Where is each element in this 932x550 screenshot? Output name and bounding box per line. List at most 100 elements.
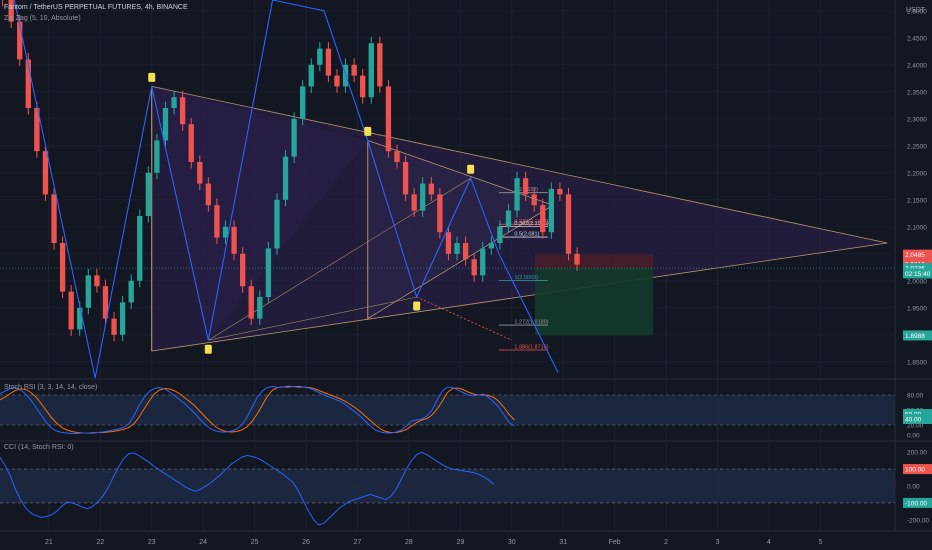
- candle-body: [445, 232, 452, 254]
- pivot-marker: [204, 344, 212, 354]
- candle-body: [68, 291, 74, 330]
- time-tick-label: 2: [664, 539, 668, 546]
- candle-body: [205, 183, 212, 206]
- price-tick-label: 2.4500: [907, 35, 927, 42]
- candle-body: [282, 156, 289, 200]
- candle-body: [454, 243, 460, 254]
- fib-level-label: 1.272(1.9180): [514, 320, 548, 326]
- time-tick-label: 29: [456, 539, 464, 546]
- candle-body: [85, 275, 91, 308]
- candle-body: [34, 108, 40, 152]
- time-axis[interactable]: 21 22 23 24 25 26 27 28 29 30 31 Feb 2 3 4 5: [45, 539, 822, 546]
- price-tag-label: 02:15:40: [905, 271, 931, 278]
- candle-body: [317, 48, 323, 65]
- price-tick-label: 2.1500: [907, 197, 927, 204]
- candle-body: [334, 75, 340, 87]
- fib-level-label: 0.5(2.081): [514, 232, 539, 238]
- candle-body: [557, 189, 563, 195]
- fib-level-label: 1.886(1.8718): [514, 345, 548, 351]
- candle-body: [59, 243, 66, 292]
- cci-value-tag: [903, 497, 932, 508]
- price-tag: [903, 268, 932, 279]
- time-tick-label: 26: [302, 539, 310, 546]
- candle-body: [42, 151, 49, 195]
- projection-dotted-line: [416, 296, 512, 341]
- price-tick-label: 2.0000: [907, 278, 927, 285]
- candle-body: [77, 307, 83, 330]
- candle-body: [402, 162, 409, 195]
- candle-body: [488, 243, 494, 249]
- price-tick-label: 2.3000: [907, 116, 927, 123]
- candle-body: [240, 253, 246, 287]
- cci-value-label: 100.00: [905, 467, 925, 474]
- oscillator-band: [0, 395, 895, 425]
- cci-value-tag: [903, 464, 932, 475]
- time-tick-label: 21: [45, 539, 53, 546]
- fib-level-label: 0.382(2.1006): [514, 221, 548, 227]
- time-tick-label: 4: [767, 539, 771, 546]
- price-axis[interactable]: 2.5000 2.4500 2.4000 2.3500 2.3000 2.2500 2.20…: [903, 8, 932, 524]
- stoch-rsi-label[interactable]: Stoch RSI (3, 3, 14, 14, close): [4, 384, 98, 391]
- candle-body: [179, 97, 186, 125]
- candle-body: [265, 248, 272, 297]
- symbol-title: Fantom / TetherUS PERPETUAL FUTURES, 4h,…: [4, 4, 188, 11]
- time-tick-label: 23: [148, 539, 156, 546]
- cci-tick-label: 200.00: [907, 450, 927, 457]
- time-tick-label: 5: [818, 539, 822, 546]
- candle-body: [574, 253, 580, 265]
- candle-body: [497, 226, 503, 243]
- candle-body: [111, 318, 117, 335]
- candle-body: [565, 194, 572, 254]
- candle-body: [394, 151, 400, 162]
- candle-body: [102, 286, 109, 319]
- candle-body: [308, 64, 314, 87]
- candle-body: [368, 43, 374, 98]
- price-tag: [903, 249, 932, 260]
- fib-level-label: 1(2.0003): [514, 275, 538, 281]
- candle-body: [25, 59, 31, 108]
- time-tick-label: 24: [199, 539, 207, 546]
- zigzag-line: [13, 0, 559, 379]
- time-tick-label: Feb: [609, 539, 621, 546]
- candle-body: [222, 226, 229, 238]
- candle-body: [214, 205, 220, 238]
- price-tag: [903, 330, 932, 341]
- candle-body: [231, 226, 237, 254]
- time-tick-label: 27: [354, 539, 362, 546]
- pivot-marker: [364, 126, 372, 136]
- pivot-marker: [148, 72, 156, 82]
- candle-body: [137, 216, 143, 281]
- cci-label[interactable]: CCI (14, Stoch RSI: 0): [4, 444, 74, 451]
- candle-body: [480, 248, 486, 276]
- stoch-tick-label: 20.00: [907, 423, 924, 430]
- stoch-rsi-pane[interactable]: [0, 385, 895, 434]
- candle-body: [540, 205, 546, 233]
- cci-pane[interactable]: [0, 451, 895, 526]
- time-tick-label: 31: [559, 539, 567, 546]
- candle-body: [119, 302, 126, 335]
- price-tick-label: 2.1000: [907, 224, 927, 231]
- price-pane[interactable]: 0(2.1632)0.236(2.1047)0.382(2.1006)0.5(2…: [0, 0, 895, 379]
- time-tick-label: 28: [405, 539, 413, 546]
- stoch-value-tag: [903, 414, 932, 424]
- candle-body: [162, 108, 169, 141]
- candle-body: [377, 43, 383, 87]
- price-tag-label: 2.0485: [905, 252, 925, 259]
- zigzag-indicator-label[interactable]: Zig Zag (5, 10, Absolute): [4, 15, 81, 22]
- candle-body: [428, 183, 434, 195]
- candle-body: [411, 194, 417, 211]
- price-tick-label: 2.2000: [907, 170, 927, 177]
- candle-body: [437, 194, 443, 233]
- price-tick-label: 2.2500: [907, 143, 927, 150]
- candle-body: [51, 194, 57, 243]
- stop-loss-zone: [534, 254, 654, 269]
- candle-body: [522, 178, 529, 195]
- candle-body: [360, 75, 366, 98]
- stoch-tick-label: 80.00: [907, 393, 924, 400]
- candle-body: [154, 140, 160, 173]
- candle-body: [462, 243, 469, 260]
- candle-body: [291, 118, 297, 157]
- price-tick-label: 2.4000: [907, 62, 927, 69]
- cci-value-label: -100.00: [905, 500, 927, 507]
